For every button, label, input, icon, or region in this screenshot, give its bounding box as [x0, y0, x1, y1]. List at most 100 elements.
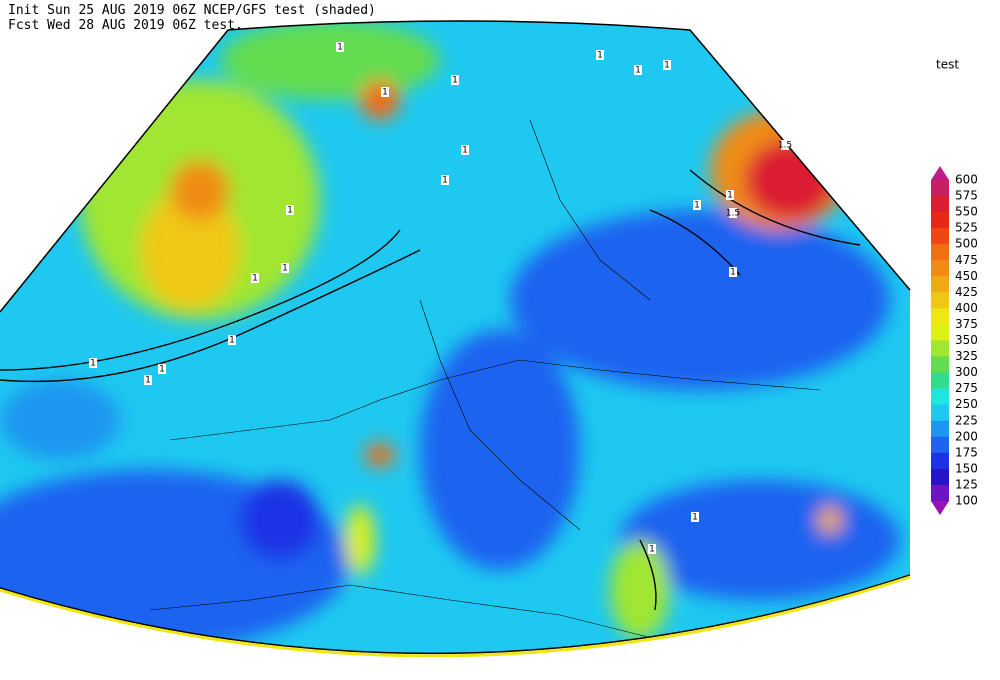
- legend-title: test: [936, 58, 959, 72]
- colorbar-band: [931, 276, 949, 293]
- colorbar-band: [931, 324, 949, 341]
- colorbar-cap: [931, 501, 949, 515]
- colorbar-band: [931, 420, 949, 438]
- border-line: [419, 299, 581, 531]
- contour-label: 1: [442, 176, 448, 186]
- contour-label: 1: [145, 376, 151, 386]
- border-line: [149, 584, 661, 641]
- colorbar-band: [931, 340, 949, 358]
- contour-label: 1: [282, 264, 288, 274]
- colorbar-label: 600: [955, 173, 978, 187]
- contour-label: 1: [337, 43, 343, 53]
- contour-label: 1: [730, 268, 736, 278]
- colorbar-band: [931, 356, 949, 374]
- borders: [149, 119, 821, 641]
- shade: [365, 443, 395, 467]
- contour-label: 1: [727, 191, 733, 201]
- contour-label-bg: [281, 263, 289, 273]
- colorbar-label: 350: [955, 333, 978, 347]
- colorbar-label: 125: [955, 477, 978, 491]
- shade: [220, 21, 440, 100]
- colorbar-band: [931, 404, 949, 422]
- contour-label: 1: [229, 336, 235, 346]
- colorbar-band: [931, 372, 949, 390]
- map-field: [0, 21, 910, 654]
- shade: [345, 505, 375, 575]
- contour-line: [649, 209, 741, 276]
- colorbar-label: 375: [955, 317, 978, 331]
- contour-label-bg: [691, 512, 699, 522]
- colorbar-band: [931, 468, 949, 486]
- colorbar-label: 225: [955, 413, 978, 427]
- colorbar-band: [931, 484, 949, 502]
- contour-label-bg: [286, 205, 294, 215]
- contours: [0, 169, 861, 611]
- contour-label-bg: [729, 267, 737, 277]
- map-edge: [0, 575, 911, 658]
- colorbar-band: [931, 180, 949, 197]
- shade: [420, 330, 580, 570]
- shade: [140, 190, 240, 310]
- contour-label: 1: [159, 365, 165, 375]
- shade: [0, 380, 120, 460]
- map-frame: [0, 20, 911, 655]
- contour-label-bg: [729, 208, 737, 218]
- colorbar-band: [931, 452, 949, 470]
- contour-label: 1: [692, 513, 698, 523]
- contour-label: 1: [597, 51, 603, 61]
- header-line: Init Sun 25 AUG 2019 06Z NCEP/GFS test (…: [8, 3, 376, 18]
- contour-line: [639, 539, 657, 611]
- colorbar-label: 100: [955, 494, 978, 508]
- contour-label-bg: [228, 335, 236, 345]
- contour-label-bg: [634, 65, 642, 75]
- colorbar-label: 325: [955, 349, 978, 363]
- contour-label: 1: [252, 274, 258, 284]
- contour-label-bg: [596, 50, 604, 60]
- shade: [745, 140, 835, 220]
- colorbar-band: [931, 260, 949, 277]
- contour-label-bg: [451, 75, 459, 85]
- contour-label: 1: [635, 66, 641, 76]
- contour-label-bg: [781, 140, 789, 150]
- contour-label: 1: [452, 76, 458, 86]
- contour-line: [0, 229, 401, 371]
- contour-label-bg: [89, 358, 97, 368]
- colorbar-label: 300: [955, 365, 978, 379]
- contour-label: 1: [694, 201, 700, 211]
- contour-label: 1: [649, 545, 655, 555]
- colorbar: 600 575 550 525 500 475 450 425 400 375 350 325 300 2…: [931, 166, 978, 515]
- field-shading: [0, 21, 900, 650]
- colorbar-label: 575: [955, 189, 978, 203]
- contour-label-bg: [693, 200, 701, 210]
- contour-label-bg: [336, 42, 344, 52]
- contour-label-bg: [461, 145, 469, 155]
- contour-label-bg: [441, 175, 449, 185]
- colorbar-band: [931, 436, 949, 454]
- colorbar-label: 550: [955, 205, 978, 219]
- header-line: Fcst Wed 28 AUG 2019 06Z test.: [8, 18, 243, 33]
- colorbar-band: [931, 308, 949, 325]
- border-line: [529, 119, 651, 301]
- contour-label: 1: [287, 206, 293, 216]
- colorbar-label: 150: [955, 461, 978, 475]
- colorbar-band: [931, 196, 949, 213]
- colorbar-band: [931, 292, 949, 309]
- colorbar-label: 175: [955, 445, 978, 459]
- colorbar-label: 525: [955, 221, 978, 235]
- contour-label: 1: [90, 359, 96, 369]
- colorbar-cap: [931, 166, 949, 180]
- contour-line: [0, 249, 421, 383]
- shade: [170, 160, 230, 220]
- shade: [610, 540, 670, 640]
- contour-label-bg: [381, 87, 389, 97]
- contour-label-bg: [144, 375, 152, 385]
- colorbar-band: [931, 244, 949, 261]
- contour-label: 1.5: [778, 141, 792, 151]
- colorbar-label: 250: [955, 397, 978, 411]
- colorbar-label: 475: [955, 253, 978, 267]
- border-line: [169, 359, 821, 441]
- shade: [818, 506, 842, 534]
- shade: [510, 210, 890, 390]
